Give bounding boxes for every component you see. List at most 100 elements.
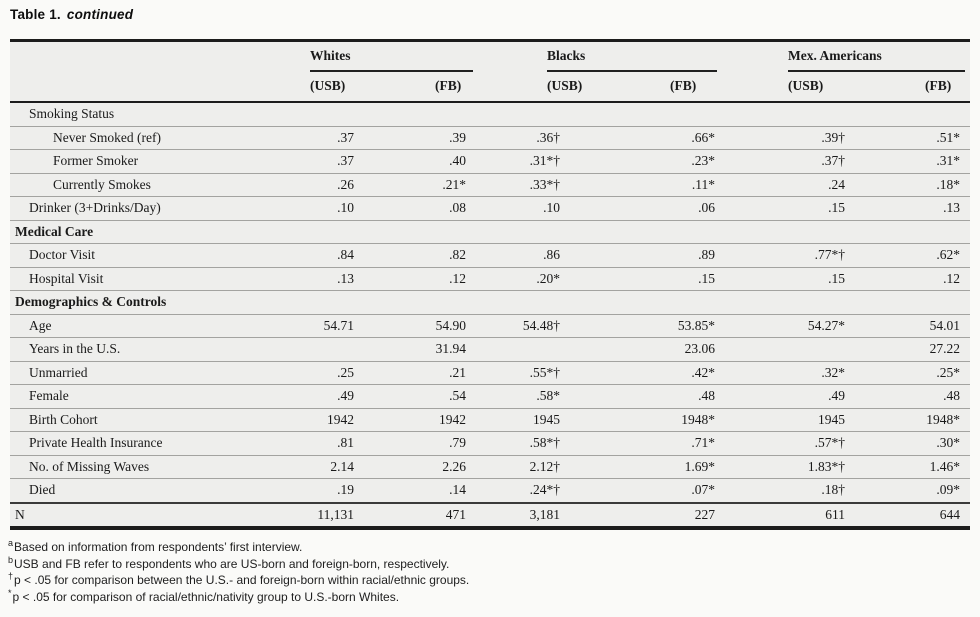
value-cell: .48 [640, 384, 746, 408]
value-cell: .66* [640, 125, 746, 150]
value-cell: 471 [412, 501, 500, 528]
row-label: Unmarried [10, 360, 300, 385]
value-cell: .37 [300, 149, 412, 173]
value-cell: .37 [300, 125, 412, 150]
value-cell: .10 [300, 196, 412, 220]
row-label: Smoking Status [29, 106, 115, 121]
value-cell: .55*† [500, 360, 640, 385]
value-cell [412, 290, 500, 314]
table-row: Female .49.54.58* .48.49.48 [10, 384, 971, 408]
value-cell: .32* [745, 360, 881, 385]
value-cell: .49 [745, 384, 881, 408]
group-label: Whites [310, 48, 351, 63]
table-row: Years in the U.S. 31.94 23.06 27.22 [10, 337, 971, 361]
value-cell [500, 102, 640, 126]
row-label: Private Health Insurance [10, 431, 300, 455]
value-cell: .40 [412, 149, 500, 173]
group-header-row: Whites Blacks Mex. Americans [10, 41, 970, 72]
value-cell: 31.94 [412, 337, 500, 361]
table-row: Medical Care [10, 219, 971, 244]
value-cell [300, 337, 412, 361]
row-label: Medical Care [10, 219, 300, 244]
value-cell [412, 219, 500, 244]
value-cell [640, 290, 746, 314]
value-cell [640, 219, 746, 244]
subheader-whites-fb: (FB) [412, 72, 500, 103]
value-cell: .39† [745, 125, 881, 150]
value-cell [500, 219, 640, 244]
value-cell: .84 [300, 243, 412, 267]
row-label: Never Smoked (ref) [10, 125, 300, 150]
footnote: †p < .05 for comparison between the U.S.… [8, 571, 470, 588]
subheader-whites-usb: (USB) [300, 72, 412, 103]
value-cell: .77*† [745, 243, 881, 267]
value-cell: 1.83*† [745, 454, 881, 479]
value-cell: .79 [412, 431, 500, 455]
table-row: Currently Smokes .26.21* .33*† .11* .24.18* [10, 172, 971, 197]
value-cell: .58*† [500, 431, 640, 455]
empty-header-cell [10, 72, 300, 103]
value-cell: 1.46* [880, 454, 971, 479]
table-row: Smoking Status [10, 102, 970, 126]
value-cell: .54 [412, 384, 500, 408]
value-cell: 1948* [880, 407, 971, 432]
summary-statistics-table: Whites Blacks Mex. Americans (USB) (FB) … [10, 39, 971, 530]
value-cell: .13 [880, 196, 971, 220]
table-row: Drinker (3+Drinks/Day) .10.08.10.06.15.13 [10, 196, 971, 220]
value-cell: 1948* [640, 407, 746, 432]
table-row: Former Smoker .37.40.31*† .23* .37† .31* [10, 149, 971, 173]
table-row: Never Smoked (ref) .37.39.36† .66* .39† .51* [10, 125, 971, 150]
value-cell: .26 [300, 172, 412, 197]
value-cell: .51* [880, 125, 971, 150]
value-cell: .23* [640, 149, 746, 173]
group-label: Blacks [547, 48, 586, 63]
value-cell: 11,131 [300, 501, 412, 528]
value-cell: .19 [300, 478, 412, 503]
value-cell: .15 [745, 196, 881, 220]
value-cell: .15 [745, 266, 881, 291]
group-header-whites: Whites [300, 41, 500, 72]
footnote-marker: * [8, 587, 12, 598]
footnotes: aBased on information from respondents’ … [8, 539, 469, 605]
value-cell: 3,181 [500, 501, 640, 528]
value-cell [745, 337, 881, 361]
value-cell [880, 219, 971, 244]
value-cell [880, 290, 971, 314]
value-cell: .18* [880, 172, 971, 197]
value-cell: .25* [880, 360, 971, 385]
value-cell: .11* [640, 172, 746, 197]
row-label: N [10, 501, 300, 528]
row-label: No. of Missing Waves [10, 454, 300, 479]
value-cell: .08 [412, 196, 500, 220]
row-label: Died [10, 478, 300, 503]
table-row: Age 54.71 54.90 54.48† 53.85* 54.27* 54.01 [10, 313, 971, 338]
value-cell: .30* [880, 431, 971, 455]
value-cell [745, 102, 880, 126]
group-underline: Whites [310, 42, 473, 72]
value-cell [745, 290, 881, 314]
value-cell: .10 [500, 196, 640, 220]
value-cell: .24*† [500, 478, 640, 503]
value-cell: .20* [500, 266, 640, 291]
table-row: Birth Cohort 1942 1942 1945 1948* 1945 1948* [10, 407, 971, 432]
value-cell: .15 [640, 266, 746, 291]
value-cell: 1.69* [640, 454, 746, 479]
value-cell [500, 337, 640, 361]
value-cell: 54.48† [500, 313, 640, 338]
total-row: N 11,131 471 3,181 227 611 644 [10, 501, 971, 528]
value-cell: .31* [880, 149, 971, 173]
value-cell: .06 [640, 196, 746, 220]
value-cell: .89 [640, 243, 746, 267]
table-row: Died .19.14.24*† .07* .18† .09* [10, 478, 971, 503]
row-label: Former Smoker [10, 149, 300, 173]
footnote-marker: b [8, 554, 14, 565]
table-row: No. of Missing Waves 2.14 2.26 2.12† 1.69* 1.… [10, 454, 971, 479]
value-cell: 54.90 [412, 313, 500, 338]
value-cell: .57*† [745, 431, 881, 455]
value-cell: 2.12† [500, 454, 640, 479]
table-title-continued: continued [66, 7, 134, 22]
value-cell: .42* [640, 360, 746, 385]
value-cell: 2.26 [412, 454, 500, 479]
group-underline: Blacks [547, 42, 718, 72]
